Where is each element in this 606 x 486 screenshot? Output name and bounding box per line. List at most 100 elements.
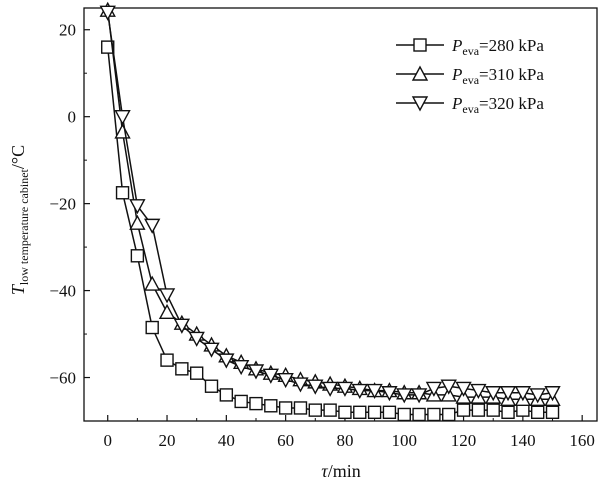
y-axis-label: Tlow temperature cabinet/°C: [8, 145, 31, 295]
axis-ticks: 0 20 40 60 80 100 120 140 160 20 0 −20 −40 −60: [49, 21, 595, 450]
data-point: [382, 405, 397, 420]
x-tick-label: 140: [510, 431, 536, 450]
y-tick-label: −40: [49, 282, 76, 301]
legend-label: Peva=310 kPa: [451, 65, 544, 87]
data-point: [144, 275, 161, 291]
x-axis-label-unit: /min: [328, 461, 361, 481]
x-tick-label: 120: [451, 431, 477, 450]
data-point: [499, 386, 517, 402]
data-point: [529, 388, 546, 404]
data-point: [293, 401, 308, 415]
y-axis-label-var: T: [8, 283, 28, 295]
data-point: [160, 353, 174, 367]
data-point: [545, 405, 560, 420]
plot-frame-box: [83, 7, 598, 422]
data-point: [144, 218, 161, 234]
x-tick-label: 100: [392, 431, 418, 450]
data-point: [114, 109, 131, 126]
legend-marker: [411, 96, 429, 112]
data-point: [129, 214, 146, 230]
data-point: [308, 403, 322, 417]
data-point: [262, 368, 279, 384]
data-point: [114, 123, 131, 139]
data-point: [145, 320, 159, 335]
legend-label-rest: =280 kPa: [479, 36, 544, 55]
data-point: [232, 359, 250, 376]
legend-marker: [411, 65, 429, 81]
data-point: [292, 377, 309, 393]
data-point: [366, 383, 383, 400]
data-point: [115, 186, 130, 200]
data-point: [249, 396, 263, 411]
data-point: [219, 388, 234, 402]
series-2: [99, 5, 561, 404]
data-point: [99, 5, 116, 21]
data-point: [247, 364, 265, 380]
data-point: [307, 379, 324, 395]
x-axis-label: τ/min: [321, 461, 360, 481]
data-point: [530, 405, 545, 420]
data-point: [130, 249, 145, 263]
data-point: [189, 366, 204, 380]
y-tick-label: 20: [59, 21, 76, 40]
x-tick-label: 20: [159, 431, 176, 450]
data-point: [485, 386, 502, 402]
data-point: [410, 388, 428, 404]
data-point: [203, 342, 220, 358]
data-point: [129, 199, 146, 215]
legend-label-sub: eva: [462, 102, 479, 116]
data-point: [338, 405, 352, 420]
y-tick-label: −20: [49, 195, 76, 214]
x-axis-label-var: τ: [321, 461, 328, 481]
y-axis-label-unit: /°C: [8, 145, 28, 169]
data-point: [470, 383, 487, 400]
data-point: [264, 399, 278, 413]
data-point: [188, 331, 205, 347]
series-0: [101, 40, 560, 422]
data-point: [544, 386, 561, 402]
data-point: [158, 303, 176, 320]
y-tick-label: −60: [49, 369, 76, 388]
legend-marker: [413, 38, 427, 52]
plot-frame: [83, 7, 598, 422]
legend-label-rest: =320 kPa: [479, 94, 544, 113]
data-point: [486, 403, 500, 417]
data-point: [277, 373, 294, 389]
x-tick-label: 40: [218, 431, 235, 450]
data-point: [514, 386, 532, 402]
legend-label-var: P: [451, 65, 462, 84]
data-point: [351, 383, 368, 400]
data-point: [397, 407, 411, 422]
data-point: [218, 353, 235, 369]
legend-label-var: P: [451, 36, 462, 55]
data-point: [425, 381, 443, 397]
data-point: [367, 405, 382, 420]
legend-item-2: Peva=320 kPa: [396, 94, 544, 116]
data-point: [204, 379, 219, 393]
x-tick-label: 60: [277, 431, 294, 450]
data-point: [471, 403, 486, 417]
data-point: [455, 381, 472, 397]
data-point: [427, 407, 441, 422]
axis-labels: τ/min Tlow temperature cabinet/°C: [8, 145, 361, 481]
data-point: [321, 381, 339, 397]
y-tick-label: 0: [68, 108, 77, 127]
legend-label: Peva=280 kPa: [451, 36, 544, 58]
x-tick-label: 80: [336, 431, 353, 450]
y-axis-label-sub: low temperature cabinet: [17, 168, 31, 285]
legend-label-sub: eva: [462, 73, 479, 87]
data-point: [456, 403, 471, 417]
data-point: [442, 407, 456, 422]
data-point: [396, 388, 413, 404]
data-point: [440, 379, 457, 395]
data-point: [412, 407, 426, 422]
data-point: [234, 394, 248, 409]
x-tick-label: 160: [569, 431, 595, 450]
legend-label-sub: eva: [462, 44, 479, 58]
series-group: [99, 1, 561, 422]
legend-item-1: Peva=310 kPa: [396, 65, 544, 87]
data-point: [323, 403, 337, 417]
data-point: [381, 386, 398, 402]
data-point: [173, 318, 191, 334]
